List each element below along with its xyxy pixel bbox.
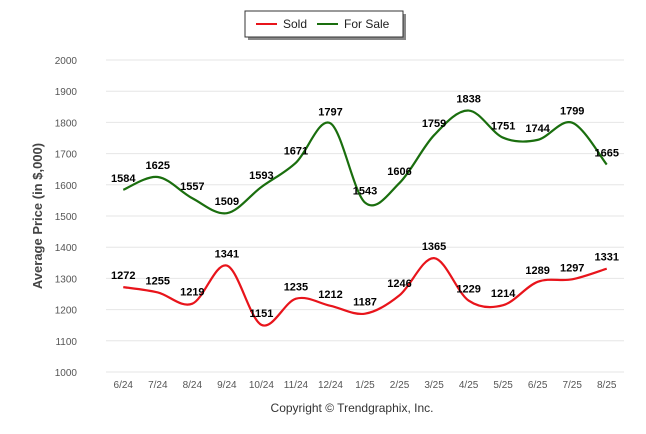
data-label-for-sale: 1509	[215, 196, 239, 208]
x-tick-label: 4/25	[459, 380, 479, 391]
data-label-for-sale: 1759	[422, 118, 446, 130]
y-tick-label: 1600	[55, 181, 78, 192]
data-label-sold: 1214	[491, 288, 516, 300]
data-label-for-sale: 1751	[491, 121, 515, 133]
x-tick-label: 8/25	[597, 380, 617, 391]
data-label-for-sale: 1838	[456, 94, 480, 106]
data-label-sold: 1246	[387, 278, 411, 290]
x-tick-label: 6/24	[114, 380, 134, 391]
data-label-for-sale: 1543	[353, 186, 377, 198]
x-tick-label: 8/24	[183, 380, 203, 391]
data-label-for-sale: 1671	[284, 146, 308, 158]
x-tick-label: 12/24	[318, 380, 343, 391]
y-tick-label: 1300	[55, 274, 78, 285]
data-label-sold: 1151	[249, 308, 273, 320]
data-label-sold: 1187	[353, 297, 377, 309]
copyright-text: Copyright © Trendgraphix, Inc.	[271, 401, 434, 415]
data-label-sold: 1331	[594, 252, 618, 264]
y-tick-label: 1100	[55, 337, 77, 348]
x-tick-label: 2/25	[390, 380, 410, 391]
y-tick-label: 1400	[55, 243, 78, 254]
data-label-for-sale: 1744	[525, 123, 550, 135]
grid-lines	[106, 59, 624, 373]
y-tick-label: 1000	[55, 368, 78, 379]
data-labels: 1272 1255 1219 1341 1151 1235 1212 1187 1246 1365…	[111, 94, 619, 320]
y-tick-label: 1500	[55, 212, 78, 223]
y-tick-label: 1800	[55, 118, 78, 129]
series-line-sold	[123, 257, 608, 327]
data-label-for-sale: 1584	[111, 173, 136, 185]
data-label-sold: 1341	[215, 249, 239, 261]
data-label-sold: 1297	[560, 262, 584, 274]
x-tick-label: 7/24	[148, 380, 168, 391]
legend: Sold For Sale	[244, 10, 406, 40]
data-label-for-sale: 1557	[180, 181, 204, 193]
data-label-for-sale: 1799	[560, 106, 584, 118]
x-tick-label: 6/25	[528, 380, 548, 391]
y-axis-ticks: 1000 1100 1200 1300 1400 1500 1600 1700 1800 1900…	[55, 56, 78, 379]
x-tick-label: 10/24	[249, 380, 274, 391]
series-line-for-sale	[122, 109, 608, 215]
legend-label-sold: Sold	[283, 17, 307, 31]
x-axis-ticks: 6/24 7/24 8/24 9/24 10/24 11/24 12/24 1/25 2/25 3…	[114, 380, 617, 391]
y-tick-label: 1900	[55, 87, 78, 98]
y-tick-label: 1700	[55, 150, 78, 161]
data-label-for-sale: 1606	[387, 166, 411, 178]
data-label-for-sale: 1665	[594, 148, 618, 160]
x-tick-label: 5/25	[493, 380, 513, 391]
y-tick-label: 1200	[55, 306, 78, 317]
x-tick-label: 1/25	[355, 380, 375, 391]
data-label-for-sale: 1625	[146, 160, 170, 172]
series-lines	[122, 109, 608, 327]
data-label-for-sale: 1593	[249, 170, 273, 182]
y-axis-label: Average Price (in $,000)	[30, 143, 45, 289]
data-label-sold: 1255	[146, 275, 170, 287]
x-tick-label: 3/25	[424, 380, 444, 391]
data-label-sold: 1365	[422, 241, 446, 253]
legend-label-for-sale: For Sale	[344, 17, 390, 31]
x-tick-label: 11/24	[284, 380, 309, 391]
data-label-sold: 1289	[525, 265, 549, 277]
x-tick-label: 9/24	[217, 380, 237, 391]
data-label-sold: 1272	[111, 270, 135, 282]
data-label-sold: 1219	[180, 287, 204, 299]
data-label-sold: 1212	[318, 289, 342, 301]
y-tick-label: 2000	[55, 56, 78, 67]
data-label-sold: 1235	[284, 282, 308, 294]
data-label-sold: 1229	[456, 284, 480, 296]
x-tick-label: 7/25	[562, 380, 582, 391]
data-label-for-sale: 1797	[318, 106, 342, 118]
